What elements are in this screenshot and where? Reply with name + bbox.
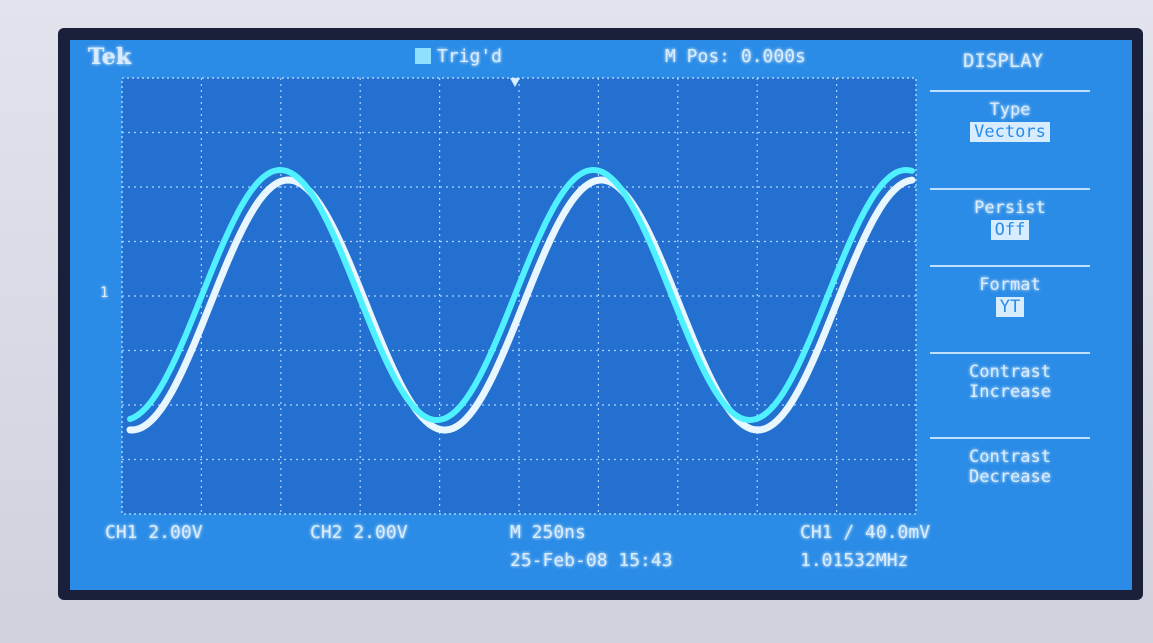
menu-label: Contrast Increase: [955, 362, 1065, 402]
trigger-status: Trig'd: [415, 46, 502, 67]
menu-label: Persist: [930, 198, 1090, 218]
menu-label: Type: [930, 100, 1090, 120]
date: 25-Feb-08 15:43: [510, 550, 673, 571]
menu-title: DISPLAY: [963, 50, 1043, 72]
ch2-scale: CH2 2.00V: [310, 522, 408, 543]
brand: Tek: [88, 44, 131, 70]
ch1-scale: CH1 2.00V: [105, 522, 203, 543]
menu-value: Vectors: [970, 122, 1050, 142]
menu-item[interactable]: Contrast Decrease: [930, 437, 1090, 487]
trigger-text: Trig'd: [437, 46, 502, 67]
timebase: M 250ns: [510, 522, 586, 543]
menu-value: YT: [996, 297, 1024, 317]
menu-value: Off: [991, 220, 1030, 240]
position: M Pos: 0.000s: [665, 46, 806, 67]
menu-item[interactable]: Contrast Increase: [930, 352, 1090, 402]
frequency: 1.01532MHz: [800, 550, 908, 571]
menu-label: Format: [930, 275, 1090, 295]
menu-label: Contrast Decrease: [955, 447, 1065, 487]
trigger-level: CH1 ∕ 40.0mV: [800, 522, 930, 543]
oscilloscope-photo: Tek Trig'd M Pos: 0.000s DISPLAY 1 TypeV…: [0, 0, 1153, 643]
channel-marker: 1: [100, 285, 108, 301]
